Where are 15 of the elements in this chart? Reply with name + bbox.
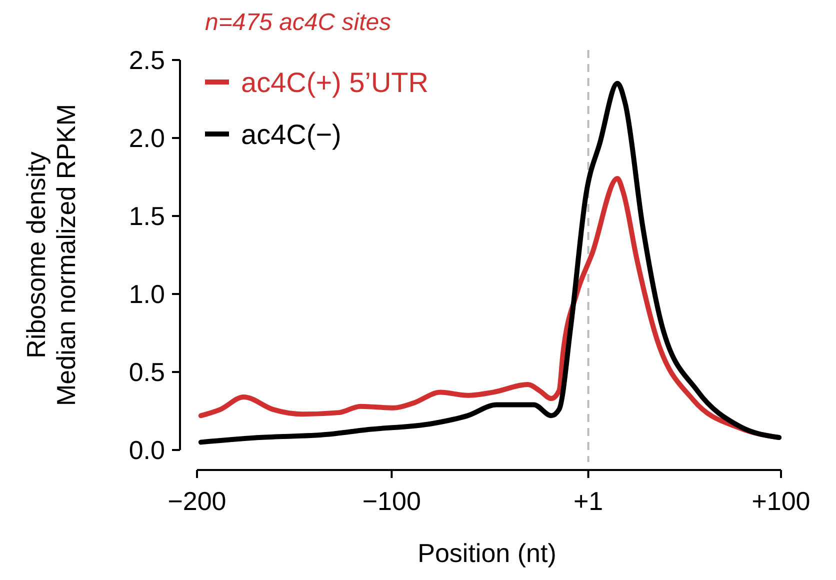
y-tick-label: 0.0 [128,435,165,466]
chart-title: n=475 ac4C sites [205,9,392,36]
legend-label: ac4C(−) [241,118,342,150]
x-tick-label: −100 [362,486,421,516]
legend-label: ac4C(+) 5’UTR [241,66,428,98]
y-tick-label: 1.5 [128,201,165,232]
y-tick-label: 1.0 [128,279,165,310]
x-tick-label: +100 [752,486,810,516]
y-axis-title: Ribosome density Median normalized RPKM [21,104,81,406]
y-tick-label: 2.0 [128,123,165,154]
x-tick-label: −200 [168,486,226,516]
y-tick-label: 0.5 [128,357,165,388]
x-tick-label: +1 [573,486,604,516]
y-tick-label: 2.5 [128,45,165,76]
x-axis-title: Position (nt) [418,538,556,568]
